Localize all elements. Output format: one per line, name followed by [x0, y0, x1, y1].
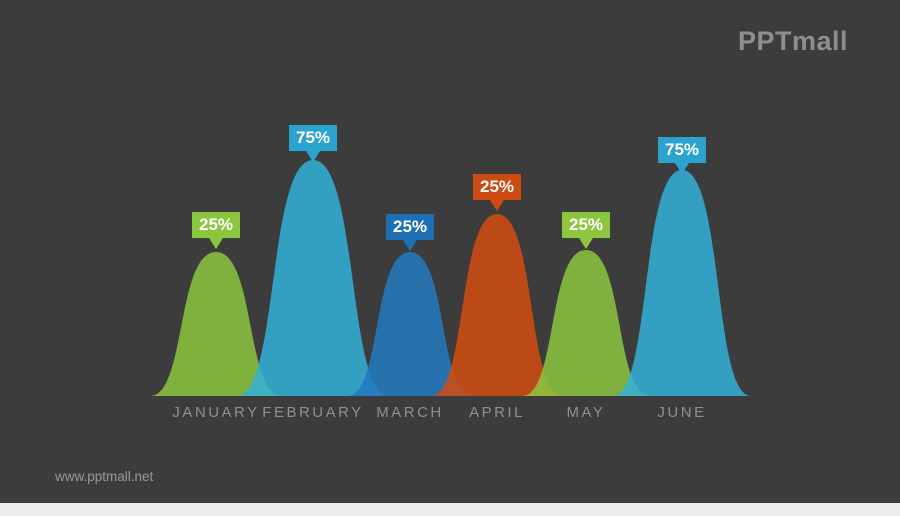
- dome-february: [237, 160, 389, 396]
- brand-logo: PPTmall: [737, 26, 848, 56]
- month-label-may: MAY: [566, 404, 606, 421]
- footer-strip: [0, 503, 900, 516]
- dome-may: [522, 250, 650, 396]
- month-label-february: FEBRUARY: [262, 404, 364, 421]
- callout-pointer: [209, 238, 223, 249]
- dome-january: [150, 252, 282, 396]
- website-url: www.pptmall.net: [55, 469, 154, 484]
- value-callout-june: 75%: [658, 137, 706, 174]
- value-callout-february: 75%: [289, 125, 337, 162]
- callout-pointer: [403, 240, 417, 251]
- callout-pointer: [579, 238, 593, 249]
- callout-pointer: [490, 200, 504, 211]
- callout-pointer: [675, 163, 689, 174]
- month-label-june: JUNE: [657, 404, 707, 421]
- dome-april: [431, 214, 563, 396]
- dome-march: [347, 252, 473, 396]
- value-callout-january: 25%: [192, 212, 240, 249]
- dome-june: [613, 170, 751, 396]
- value-label: 75%: [295, 128, 331, 147]
- value-callout-april: 25%: [473, 174, 521, 211]
- value-label: 75%: [664, 140, 700, 159]
- value-callout-march: 25%: [386, 214, 434, 251]
- month-label-march: MARCH: [376, 404, 444, 421]
- month-label-april: APRIL: [469, 404, 525, 421]
- value-label: 25%: [479, 177, 515, 196]
- value-label: 25%: [568, 215, 604, 234]
- value-callout-may: 25%: [562, 212, 610, 249]
- month-label-january: JANUARY: [172, 404, 260, 421]
- value-label: 25%: [198, 215, 234, 234]
- dome-shapes-group: [150, 160, 751, 396]
- value-label: 25%: [392, 217, 428, 236]
- callout-pointer: [306, 151, 320, 162]
